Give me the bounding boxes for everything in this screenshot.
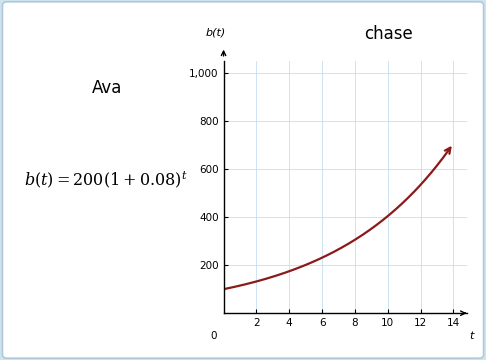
Text: Ava: Ava [92, 79, 122, 97]
Text: t: t [469, 331, 473, 341]
Text: chase: chase [364, 25, 413, 43]
Text: b(t): b(t) [205, 27, 226, 37]
Text: 0: 0 [210, 331, 217, 341]
Text: $b(t) = 200(1 + 0.08)^t$: $b(t) = 200(1 + 0.08)^t$ [24, 170, 188, 190]
